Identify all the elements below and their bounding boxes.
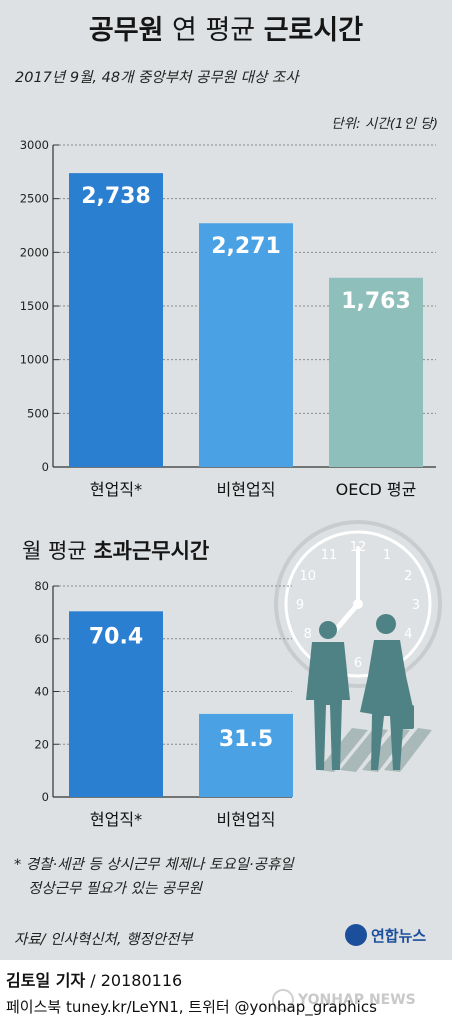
credit-name: 김토일 기자 [6, 971, 86, 990]
bar-2 [199, 713, 293, 797]
clock-number: 6 [354, 656, 362, 671]
credit-date: / 20180116 [85, 971, 183, 990]
page-title: 공무원 연 평균 근로시간 [0, 8, 452, 47]
y-tick-label: 60 [34, 632, 49, 646]
subtitle: 2017년 9월, 48개 중앙부처 공무원 대상 조사 [15, 70, 299, 86]
overtime-title-part-2: 초과근무시간 [93, 539, 210, 563]
bar-value-label: 2,738 [81, 184, 151, 209]
y-tick-label: 500 [27, 406, 49, 420]
watermark-text: YONHAP NEWS [298, 992, 416, 1008]
clock-icon: 121234567891011 [274, 520, 442, 688]
category-label: 현업직* [90, 810, 142, 829]
clock-number: 8 [304, 627, 312, 642]
illustration: 121234567891011 [274, 520, 442, 772]
unit-label: 단위: 시간(1인 당) [331, 116, 438, 132]
bar-2 [199, 223, 293, 467]
bar-1 [69, 611, 163, 797]
bar-3 [329, 277, 423, 467]
y-tick-label: 40 [34, 685, 49, 699]
clock-number: 2 [404, 569, 412, 584]
clock-number: 1 [383, 548, 391, 563]
annual-hours-chart: 0 500 1000 1500 2000 2500 3000 2,738 현업직* 2,271 비현… [20, 138, 436, 499]
bar-value-label: 2,271 [211, 234, 281, 259]
yonhap-logo-text: 연합뉴스 [371, 926, 427, 945]
category-label: 현업직* [90, 480, 142, 499]
overtime-title-part-1: 월 평균 [22, 539, 94, 563]
clock-number: 11 [321, 548, 338, 563]
clock-number: 3 [412, 598, 420, 613]
y-tick-label: 0 [42, 460, 49, 474]
y-tick-label: 20 [34, 737, 49, 751]
social-links: 페이스북 tuney.kr/LeYN1, 트위터 @yonhap_graphic… [6, 998, 377, 1016]
category-label: 비현업직 [217, 480, 276, 499]
footnote-line-1: * 경찰·세관 등 상시근무 체제나 토요일·공휴일 [14, 857, 294, 873]
overtime-chart-title: 월 평균 초과근무시간 [22, 535, 209, 565]
title-part-1: 공무원 [88, 15, 164, 46]
title-part-3: 근로시간 [263, 15, 364, 46]
clock-number: 4 [404, 627, 412, 642]
bar-value-label: 31.5 [219, 727, 273, 752]
bar-value-label: 1,763 [341, 289, 411, 314]
overtime-hours-chart: 0 20 40 60 80 70.4 현업직* 31.5 비현업직 [34, 579, 293, 829]
watermark-icon [272, 989, 294, 1011]
bar-value-label: 70.4 [89, 624, 143, 649]
yonhap-logo: 연합뉴스 [345, 924, 426, 946]
footnote-line-2: 정상근무 필요가 있는 공무원 [28, 881, 202, 897]
businesswoman-icon [360, 614, 414, 770]
footnote: * 경찰·세관 등 상시근무 체제나 토요일·공휴일 정상근무 필요가 있는 공… [14, 853, 294, 901]
category-label: OECD 평균 [336, 480, 417, 499]
y-tick-label: 1000 [20, 353, 49, 367]
businessman-icon [306, 621, 350, 770]
infographic-card [0, 0, 452, 960]
y-tick-label: 2000 [20, 245, 49, 259]
yonhap-logo-icon [345, 924, 367, 946]
category-label: 비현업직 [217, 810, 276, 829]
credit-line: 김토일 기자 / 20180116 [6, 967, 182, 991]
source-note: 자료/ 인사혁신처, 행정안전부 [14, 932, 193, 948]
y-tick-label: 1500 [20, 299, 49, 313]
clock-number: 9 [296, 598, 304, 613]
clock-number: 10 [299, 569, 316, 584]
y-tick-label: 80 [34, 579, 49, 593]
watermark: YONHAP NEWS [272, 989, 416, 1011]
y-tick-label: 0 [42, 790, 49, 804]
title-part-2: 연 평균 [163, 15, 264, 46]
y-tick-label: 3000 [20, 138, 49, 152]
bar-1 [69, 173, 163, 467]
y-tick-label: 2500 [20, 192, 49, 206]
